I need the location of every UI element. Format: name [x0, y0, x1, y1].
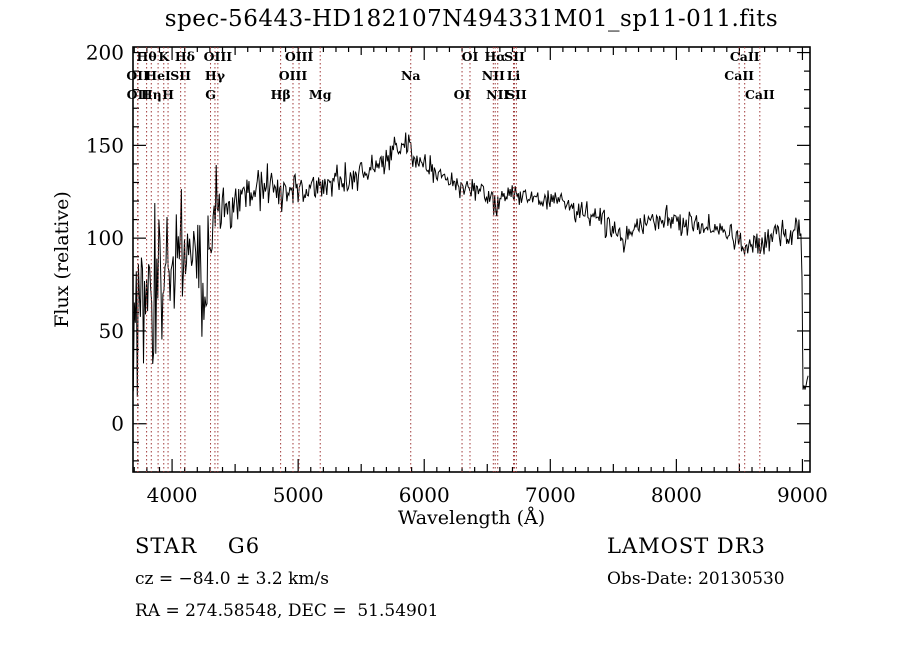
spectrum-trace: [132, 132, 809, 397]
spectral-line-label: H: [162, 87, 174, 102]
radial-velocity-label: cz = −84.0 ± 3.2 km/s: [135, 569, 329, 589]
y-tick-label: 100: [86, 226, 124, 250]
spectral-line-label: OII: [126, 68, 149, 83]
spectral-line-label: SII: [170, 68, 191, 83]
y-tick-label: 0: [111, 412, 124, 436]
x-tick-label: 9000: [777, 483, 828, 507]
survey-release-label: LAMOST DR3: [607, 534, 766, 558]
spectral-line-label: OIII: [204, 49, 233, 64]
ra-dec-label: RA = 274.58548, DEC = 51.54901: [135, 601, 439, 621]
spectral-line-label: OII: [127, 87, 150, 102]
spectral-line-label: CaII: [730, 49, 760, 64]
spectral-line-label: Hα: [484, 49, 506, 64]
x-tick-label: 5000: [273, 483, 324, 507]
obs-date-label: Obs-Date: 20130530: [607, 569, 785, 589]
spectral-line-label: Mg: [309, 87, 332, 102]
spectral-line-label: Hθ: [137, 49, 157, 64]
y-axis-title: Flux (relative): [51, 191, 73, 328]
spectral-line-label: Hβ: [271, 87, 291, 102]
spectral-line-label: HeI: [145, 68, 171, 83]
spectral-line-label: OI: [454, 87, 471, 102]
y-tick-label: 50: [99, 319, 124, 343]
spectral-line-label: OI: [462, 49, 479, 64]
spectral-line-label: OIII: [285, 49, 314, 64]
x-tick-label: 4000: [147, 483, 198, 507]
spectral-line-label: NII: [486, 87, 509, 102]
object-class-label: STAR G6: [135, 534, 261, 558]
spectral-line-label: K: [158, 49, 170, 64]
spectral-line-label: OIII: [279, 68, 308, 83]
spectral-line-label: NII: [482, 68, 505, 83]
plot-title: spec-56443-HD182107N494331M01_sp11-011.f…: [164, 6, 779, 32]
x-tick-label: 7000: [525, 483, 576, 507]
axes-box: [132, 46, 811, 473]
spectral-line-label: Na: [401, 68, 421, 83]
spectral-line-label: CaII: [724, 68, 754, 83]
spectral-line-label: Hδ: [175, 49, 195, 64]
spectral-line-label: CaII: [745, 87, 775, 102]
x-tick-label: 6000: [399, 483, 450, 507]
spectral-line-label: Hγ: [205, 68, 226, 83]
spectral-line-label: Li: [507, 68, 521, 83]
spectral-line-label: Hη: [141, 87, 162, 102]
y-tick-label: 150: [86, 133, 124, 157]
spectral-line-label: SII: [504, 49, 525, 64]
spectral-line-label: G: [205, 87, 216, 102]
spectral-line-label: SII: [506, 87, 527, 102]
y-tick-label: 200: [86, 41, 124, 65]
x-axis-title: Wavelength (Å): [398, 507, 545, 529]
x-tick-label: 8000: [651, 483, 702, 507]
